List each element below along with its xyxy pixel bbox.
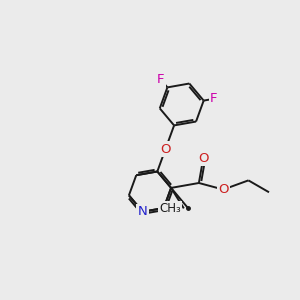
Text: CH₃: CH₃: [159, 202, 181, 215]
Text: N: N: [138, 205, 148, 218]
Text: O: O: [218, 183, 229, 196]
Text: O: O: [160, 143, 171, 156]
Text: F: F: [157, 73, 164, 86]
Text: O: O: [198, 152, 208, 165]
Text: F: F: [210, 92, 218, 105]
